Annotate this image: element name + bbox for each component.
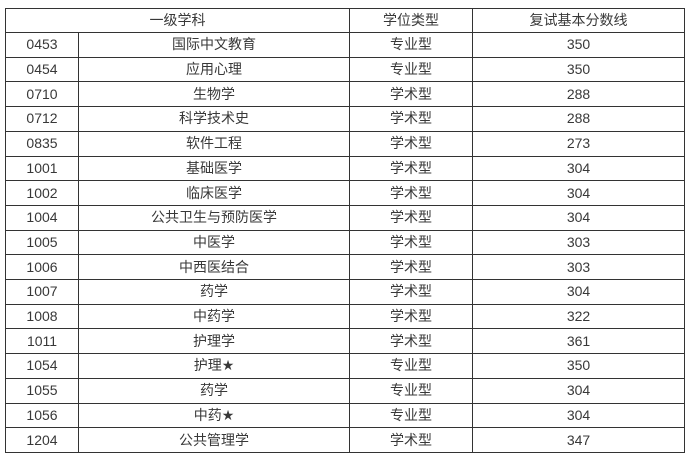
cell-type: 专业型	[349, 377, 473, 404]
cell-name: 中药★	[78, 402, 350, 429]
cell-code: 1054	[5, 353, 79, 379]
cell-code: 1006	[5, 254, 79, 281]
cell-score: 304	[472, 180, 685, 206]
table-row: 1002 临床医学 学术型 304	[5, 180, 685, 206]
cell-type: 专业型	[349, 32, 473, 58]
cell-type: 学术型	[349, 81, 473, 108]
cell-type: 学术型	[349, 254, 473, 281]
cell-name: 应用心理	[78, 56, 350, 83]
cell-name: 科学技术史	[78, 106, 350, 132]
cell-code: 1001	[5, 155, 79, 182]
cell-type: 学术型	[349, 130, 473, 157]
table-row: 1006 中西医结合 学术型 303	[5, 254, 685, 281]
cell-name: 软件工程	[78, 130, 350, 157]
cell-score: 273	[472, 130, 685, 157]
cell-type: 专业型	[349, 353, 473, 379]
cell-name: 护理★	[78, 353, 350, 379]
cell-score: 304	[472, 402, 685, 429]
cell-type: 学术型	[349, 106, 473, 132]
cell-type: 学术型	[349, 303, 473, 330]
cell-code: 0710	[5, 81, 79, 108]
cell-code: 0712	[5, 106, 79, 132]
cell-score: 361	[472, 328, 685, 355]
cell-name: 公共管理学	[78, 427, 350, 453]
cell-name: 生物学	[78, 81, 350, 108]
table-row: 0710 生物学 学术型 288	[5, 81, 685, 108]
table-row: 0454 应用心理 专业型 350	[5, 56, 685, 83]
cell-name: 护理学	[78, 328, 350, 355]
table-row: 1055 药学 专业型 304	[5, 377, 685, 404]
header-discipline: 一级学科	[5, 8, 350, 33]
header-score-line: 复试基本分数线	[472, 8, 685, 33]
cell-name: 公共卫生与预防医学	[78, 204, 350, 231]
cell-name: 中西医结合	[78, 254, 350, 281]
cell-score: 350	[472, 353, 685, 379]
cell-score: 350	[472, 56, 685, 83]
table-row: 0453 国际中文教育 专业型 350	[5, 32, 685, 58]
cell-score: 303	[472, 229, 685, 256]
cell-type: 学术型	[349, 328, 473, 355]
cell-score: 304	[472, 377, 685, 404]
cell-type: 学术型	[349, 427, 473, 453]
cell-code: 1011	[5, 328, 79, 355]
table-row: 1005 中医学 学术型 303	[5, 229, 685, 256]
cell-score: 303	[472, 254, 685, 281]
table-row: 1004 公共卫生与预防医学 学术型 304	[5, 204, 685, 231]
cell-score: 288	[472, 81, 685, 108]
cell-type: 专业型	[349, 56, 473, 83]
cell-name: 药学	[78, 279, 350, 305]
cell-score: 347	[472, 427, 685, 453]
table-row: 1007 药学 学术型 304	[5, 279, 685, 305]
cell-score: 288	[472, 106, 685, 132]
score-line-table: 一级学科 学位类型 复试基本分数线 0453 国际中文教育 专业型 350 04…	[5, 8, 685, 453]
cell-name: 药学	[78, 377, 350, 404]
cell-code: 1055	[5, 377, 79, 404]
table-row: 0835 软件工程 学术型 273	[5, 130, 685, 157]
cell-score: 304	[472, 279, 685, 305]
cell-score: 350	[472, 32, 685, 58]
table-row: 1204 公共管理学 学术型 347	[5, 427, 685, 453]
header-degree-type: 学位类型	[349, 8, 473, 33]
cell-name: 中药学	[78, 303, 350, 330]
cell-code: 1007	[5, 279, 79, 305]
table-row: 1008 中药学 学术型 322	[5, 303, 685, 330]
header-row: 一级学科 学位类型 复试基本分数线	[5, 8, 685, 33]
table-row: 1056 中药★ 专业型 304	[5, 402, 685, 429]
cell-type: 学术型	[349, 204, 473, 231]
cell-score: 304	[472, 204, 685, 231]
cell-score: 322	[472, 303, 685, 330]
cell-code: 0453	[5, 32, 79, 58]
cell-type: 学术型	[349, 155, 473, 182]
cell-type: 学术型	[349, 180, 473, 206]
cell-name: 临床医学	[78, 180, 350, 206]
cell-name: 中医学	[78, 229, 350, 256]
cell-code: 1002	[5, 180, 79, 206]
table-row: 1001 基础医学 学术型 304	[5, 155, 685, 182]
table-row: 1054 护理★ 专业型 350	[5, 353, 685, 379]
cell-code: 1056	[5, 402, 79, 429]
cell-name: 国际中文教育	[78, 32, 350, 58]
cell-code: 1008	[5, 303, 79, 330]
cell-code: 1005	[5, 229, 79, 256]
cell-name: 基础医学	[78, 155, 350, 182]
cell-code: 0454	[5, 56, 79, 83]
cell-code: 0835	[5, 130, 79, 157]
cell-score: 304	[472, 155, 685, 182]
cell-code: 1004	[5, 204, 79, 231]
table-row: 1011 护理学 学术型 361	[5, 328, 685, 355]
cell-code: 1204	[5, 427, 79, 453]
cell-type: 学术型	[349, 279, 473, 305]
table-row: 0712 科学技术史 学术型 288	[5, 106, 685, 132]
cell-type: 学术型	[349, 229, 473, 256]
cell-type: 专业型	[349, 402, 473, 429]
